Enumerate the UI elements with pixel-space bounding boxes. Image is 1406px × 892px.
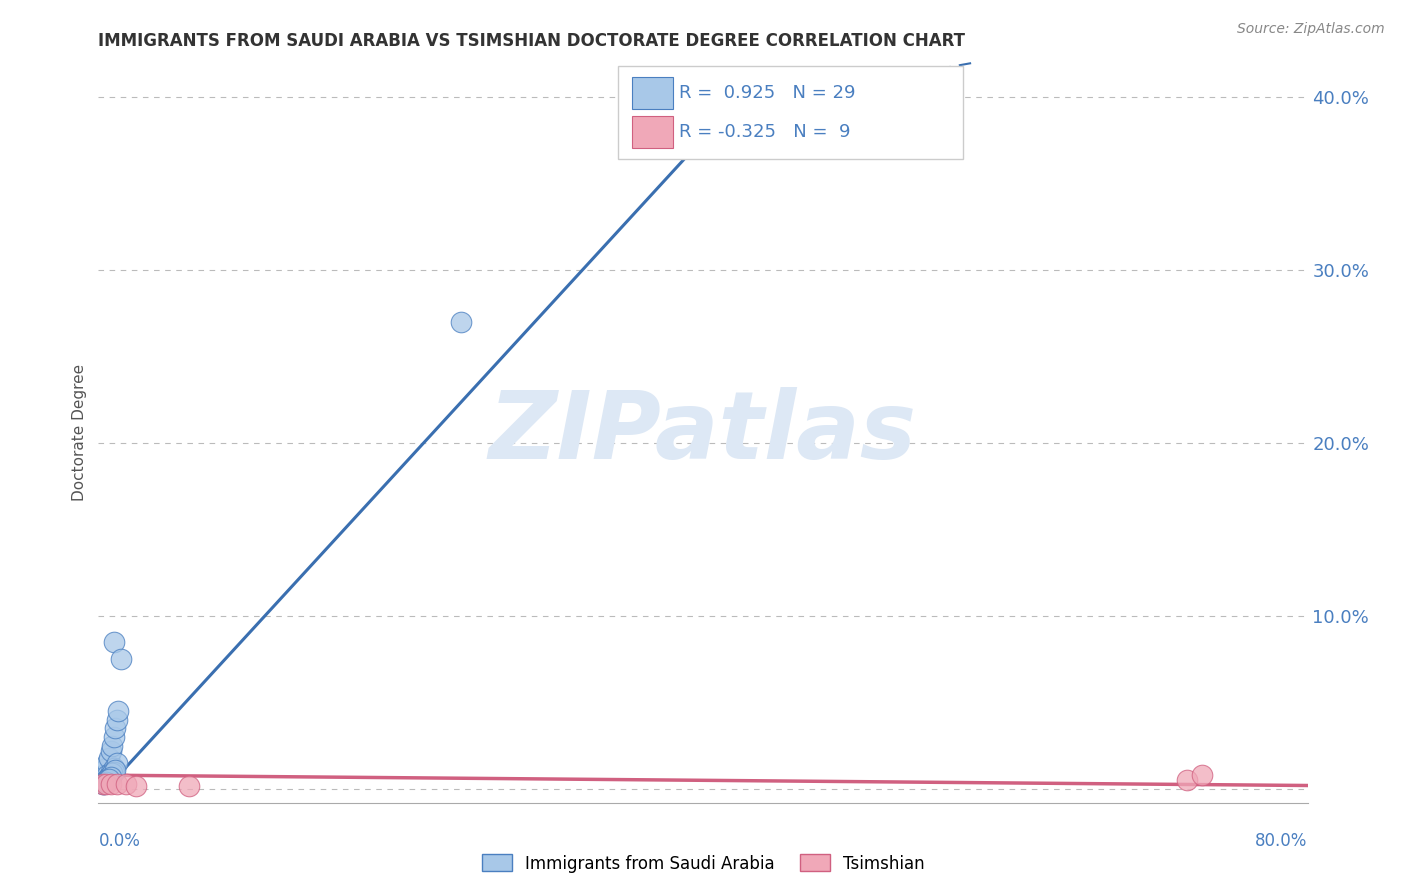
Point [96, 768, 118, 782]
Point [114, 777, 136, 791]
Point [98, 770, 121, 784]
Text: Source: ZipAtlas.com: Source: ZipAtlas.com [1237, 22, 1385, 37]
Text: 80.0%: 80.0% [1256, 832, 1308, 850]
Text: R =  0.925   N = 29: R = 0.925 N = 29 [679, 84, 856, 102]
Point [91, 777, 114, 791]
Point [93, 777, 115, 791]
Point [101, 766, 124, 780]
Point [100, 764, 122, 779]
Point [100, 768, 122, 782]
Text: R = -0.325   N =  9: R = -0.325 N = 9 [679, 123, 851, 141]
Point [1175, 773, 1198, 788]
Point [450, 315, 472, 329]
Text: ZIPatlas: ZIPatlas [489, 386, 917, 479]
Point [98, 772, 121, 786]
Point [105, 777, 128, 791]
Point [94, 775, 117, 789]
FancyBboxPatch shape [619, 66, 963, 159]
Point [96, 756, 118, 770]
Point [94, 777, 117, 791]
Point [91, 768, 114, 782]
Point [94, 761, 117, 775]
Point [105, 713, 128, 727]
Point [93, 775, 115, 789]
Point [1191, 768, 1213, 782]
FancyBboxPatch shape [633, 116, 673, 148]
Point [96, 773, 118, 788]
Point [103, 635, 125, 649]
Point [91, 777, 114, 791]
Point [179, 779, 201, 793]
Point [93, 773, 115, 788]
Text: IMMIGRANTS FROM SAUDI ARABIA VS TSIMSHIAN DOCTORATE DEGREE CORRELATION CHART: IMMIGRANTS FROM SAUDI ARABIA VS TSIMSHIA… [98, 32, 966, 50]
Point [110, 652, 132, 666]
Point [96, 772, 118, 786]
Point [125, 779, 148, 793]
Point [103, 730, 125, 744]
FancyBboxPatch shape [633, 77, 673, 109]
Legend: Immigrants from Saudi Arabia, Tsimshian: Immigrants from Saudi Arabia, Tsimshian [475, 847, 931, 880]
Point [94, 773, 117, 788]
Point [104, 763, 127, 777]
Point [103, 761, 125, 775]
Y-axis label: Doctorate Degree: Doctorate Degree [72, 364, 87, 501]
Point [100, 744, 122, 758]
Point [101, 739, 124, 753]
Point [100, 770, 122, 784]
Point [104, 722, 127, 736]
Point [103, 764, 125, 779]
Point [98, 751, 121, 765]
Point [100, 777, 122, 791]
Point [107, 704, 129, 718]
Point [105, 756, 128, 770]
Text: 0.0%: 0.0% [98, 832, 141, 850]
